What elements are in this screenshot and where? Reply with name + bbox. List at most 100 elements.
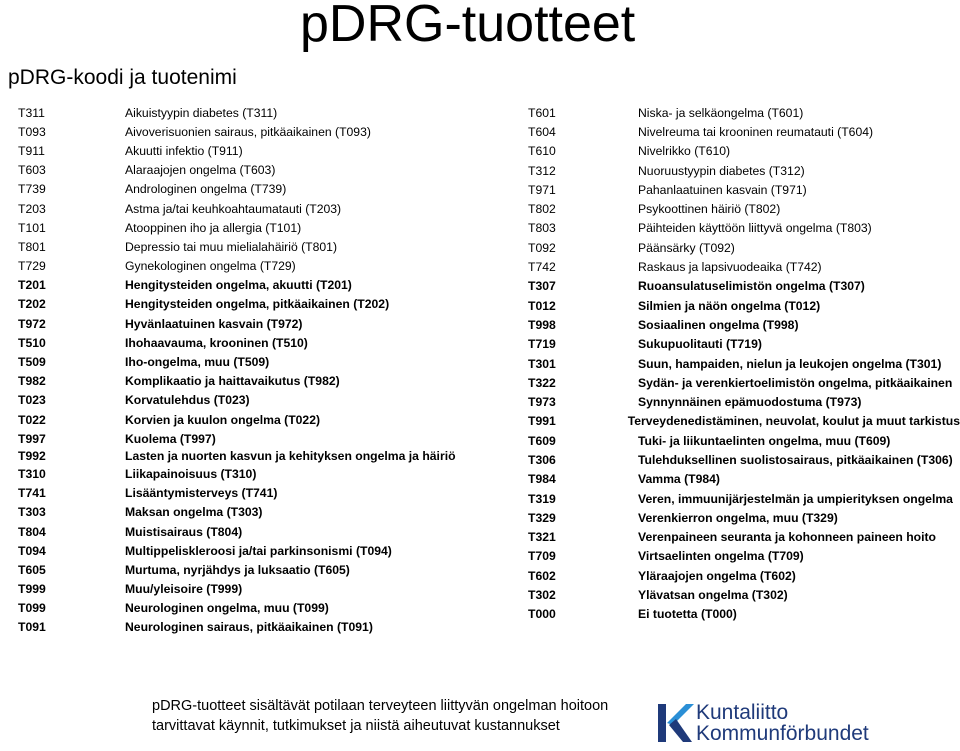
product-name: Vamma (T984) [638,472,720,487]
product-code: T012 [528,298,556,313]
product-code: T803 [528,221,556,236]
product-name: Lisääntymisterveys (T741) [125,486,278,501]
product-row: T301 Suun, hampaiden, nielun ja leukojen … [528,354,960,373]
product-row: T312 Nuoruustyypin diabetes (T312) [528,161,960,180]
product-code: T999 [18,582,46,597]
product-code: T094 [18,543,46,558]
product-name: Raskaus ja lapsivuodeaika (T742) [638,260,822,275]
product-code: T201 [18,278,46,293]
product-name: Komplikaatio ja haittavaikutus (T982) [125,374,340,389]
product-code: T510 [18,335,46,350]
product-name: Verenkierron ongelma, muu (T329) [638,510,838,525]
product-row: T804 Muistisairaus (T804) [18,522,498,541]
product-row: T604 Nivelreuma tai krooninen reumatauti … [528,122,960,141]
product-name: Korvien ja kuulon ongelma (T022) [125,412,321,427]
product-code: T099 [18,601,46,616]
product-name: Murtuma, nyrjähdys ja luksaatio (T605) [125,562,350,577]
product-name: Liikapainoisuus (T310) [125,466,257,481]
product-row: T709 Virtsaelinten ongelma (T709) [528,547,960,566]
product-name: Maksan ongelma (T303) [125,505,263,520]
product-row: T742 Raskaus ja lapsivuodeaika (T742) [528,257,960,276]
product-code: T203 [18,201,46,216]
product-row: T605 Murtuma, nyrjähdys ja luksaatio (T60… [18,560,498,579]
product-row: T984 Vamma (T984) [528,470,960,489]
product-row: T739 Androloginen ongelma (T739) [18,180,498,199]
product-row: T012 Silmien ja näön ongelma (T012) [528,296,960,315]
kuntaliitto-logo-text: Kuntaliitto Kommunförbundet [696,702,869,744]
product-row: T991 Terveydenedistäminen, neuvolat, koul… [528,412,960,431]
product-row: T203 Astma ja/tai keuhkoahtaumatauti (T20… [18,199,498,218]
product-code: T610 [528,144,556,159]
product-name: Alaraajojen ongelma (T603) [125,163,276,178]
product-name: Synnynnäinen epämuodostuma (T973) [638,395,862,410]
product-code: T804 [18,524,46,539]
product-code: T022 [18,412,46,427]
product-row: T998 Sosiaalinen ongelma (T998) [528,315,960,334]
product-name: Psykoottinen häiriö (T802) [638,202,781,217]
product-name: Nivelrikko (T610) [638,144,731,159]
product-code: T307 [528,279,556,294]
product-name: Virtsaelinten ongelma (T709) [638,549,804,564]
product-code: T972 [18,316,46,331]
product-row: T802 Psykoottinen häiriö (T802) [528,199,960,218]
product-name: Gynekologinen ongelma (T729) [125,259,296,274]
product-code: T998 [528,317,556,332]
product-name: Päänsärky (T092) [638,240,735,255]
right-product-list: T601 Niska- ja selkäongelma (T601) T604 Niv… [528,103,960,624]
product-name: Pahanlaatuinen kasvain (T971) [638,182,807,197]
product-row: T510 Ihohaavauma, krooninen (T510) [18,333,498,352]
product-name: Multippeliskleroosi ja/tai parkinsonismi… [125,543,392,558]
product-row: T992 Lasten ja nuorten kasvun ja kehityks… [18,448,498,464]
product-row: T321 Verenpaineen seuranta ja kohonneen p… [528,528,960,547]
product-name: Nivelreuma tai krooninen reumatauti (T60… [638,124,874,139]
product-name: Ylävatsan ongelma (T302) [638,588,788,603]
product-row: T911 Akuutti infektio (T911) [18,141,498,160]
product-name: Atooppinen iho ja allergia (T101) [125,220,302,235]
product-row: T023 Korvatulehdus (T023) [18,391,498,410]
product-row: T509 Iho-ongelma, muu (T509) [18,352,498,371]
product-name: Ruoansulatuselimistön ongelma (T307) [638,279,865,294]
product-code: T329 [528,510,556,525]
product-name: Depressio tai muu mielialahäiriö (T801) [125,239,338,254]
product-code: T709 [528,549,556,564]
product-row: T999 Muu/yleisoire (T999) [18,580,498,599]
product-code: T306 [528,452,556,467]
product-name: Tulehduksellinen suolistosairaus, pitkäa… [638,452,953,467]
page-title: pDRG-tuotteet [300,0,636,53]
product-row: T329 Verenkierron ongelma, muu (T329) [528,508,960,527]
product-row: T319 Veren, immuunijärjestelmän ja umpier… [528,489,960,508]
product-row: T971 Pahanlaatuinen kasvain (T971) [528,180,960,199]
product-row: T719 Sukupuolitauti (T719) [528,335,960,354]
product-name: Silmien ja näön ongelma (T012) [638,298,821,313]
product-row: T311 Aikuistyypin diabetes (T311) [18,103,498,122]
product-name: Yläraajojen ongelma (T602) [638,568,796,583]
product-name: Nuoruustyypin diabetes (T312) [638,163,805,178]
product-code: T973 [528,395,556,410]
product-name: Hyvänlaatuinen kasvain (T972) [125,316,303,331]
product-row: T093 Aivoverisuonien sairaus, pitkäaikain… [18,122,498,141]
product-name: Ihohaavauma, krooninen (T510) [125,335,308,350]
product-name: Akuutti infektio (T911) [125,143,243,158]
product-code: T729 [18,259,46,274]
product-name: Verenpaineen seuranta ja kohonneen paine… [638,530,936,545]
product-code: T605 [18,562,46,577]
product-name: Korvatulehdus (T023) [125,393,250,408]
product-row: T306 Tulehduksellinen suolistosairaus, pi… [528,450,960,469]
product-name: Päihteiden käyttöön liittyvä ongelma (T8… [638,221,872,236]
product-row: T803 Päihteiden käyttöön liittyvä ongelma… [528,219,960,238]
product-code: T092 [528,240,556,255]
product-row: T022 Korvien ja kuulon ongelma (T022) [18,410,498,429]
logo-line-1: Kuntaliitto [696,701,789,724]
product-row: T099 Neurologinen ongelma, muu (T099) [18,599,498,618]
product-name: Iho-ongelma, muu (T509) [125,355,270,370]
product-row: T094 Multippeliskleroosi ja/tai parkinson… [18,541,498,560]
product-code: T992 [18,449,46,464]
product-row: T982 Komplikaatio ja haittavaikutus (T982… [18,372,498,391]
product-row: T000 Ei tuotetta (T000) [528,605,960,624]
product-name: Sydän- ja verenkiertoelimistön ongelma, … [638,375,953,390]
product-row: T603 Alaraajojen ongelma (T603) [18,161,498,180]
product-name: Kuolema (T997) [125,431,216,446]
product-row: T310 Liikapainoisuus (T310) [18,464,498,483]
product-name: Aikuistyypin diabetes (T311) [125,105,278,120]
product-row: T091 Neurologinen sairaus, pitkäaikainen … [18,618,498,637]
